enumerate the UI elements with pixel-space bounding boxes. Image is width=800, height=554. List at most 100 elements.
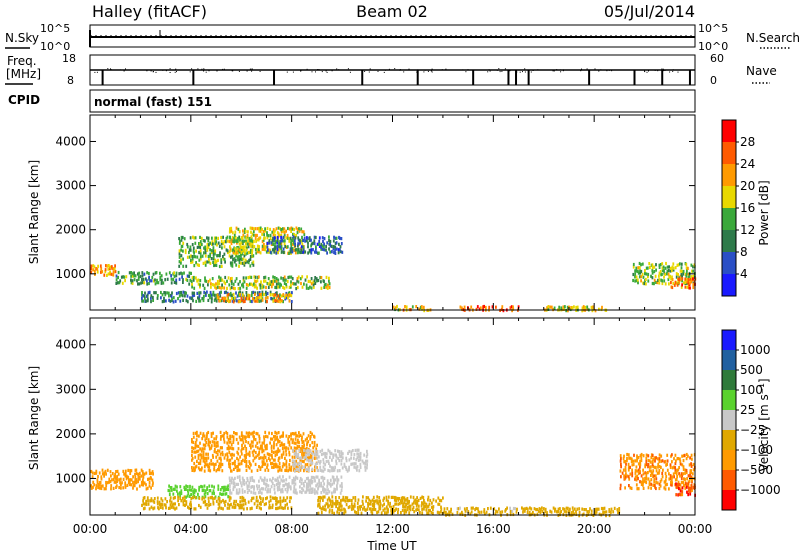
echo-cell: [202, 283, 205, 287]
echo-cell: [184, 294, 186, 298]
nave-dot: [125, 68, 126, 70]
nave-dot: [496, 69, 498, 71]
echo-cell: [319, 459, 322, 464]
nave-dot: [191, 68, 193, 70]
echo-cell: [206, 242, 209, 247]
echo-cell: [208, 462, 211, 466]
echo-cell: [645, 471, 648, 475]
echo-cell: [674, 280, 677, 284]
echo-cell: [293, 487, 296, 491]
echo-cell: [203, 465, 206, 469]
echo-cell: [655, 268, 657, 272]
echo-cell: [692, 282, 695, 287]
echo-cell: [307, 434, 310, 438]
echo-cell: [177, 297, 179, 301]
echo-cell: [252, 290, 255, 294]
echo-cell: [274, 438, 276, 442]
echo-cell: [369, 502, 372, 506]
nave-dot: [661, 68, 663, 70]
nave-dot: [259, 70, 261, 72]
echo-cell: [174, 299, 177, 303]
echo-cell: [671, 466, 674, 470]
echo-cell: [229, 434, 231, 438]
echo-cell: [296, 444, 299, 448]
echo-cell: [233, 249, 236, 253]
echo-cell: [175, 274, 178, 278]
echo-cell: [275, 506, 277, 511]
echo-cell: [170, 281, 173, 285]
echo-cell: [191, 466, 193, 470]
echo-cell: [322, 461, 325, 465]
colorbar-tick-label: 16: [740, 201, 755, 215]
power-colorbar-label: Power [dB]: [757, 180, 771, 245]
echo-cell: [271, 431, 273, 436]
echo-cell: [248, 453, 251, 458]
echo-cell: [235, 482, 238, 486]
echo-cell: [253, 456, 256, 460]
echo-cell: [600, 506, 603, 511]
echo-cell: [263, 453, 266, 457]
echo-cell: [625, 472, 627, 476]
echo-cell: [340, 488, 343, 492]
echo-cell: [325, 491, 327, 495]
echo-cell: [110, 487, 112, 491]
echo-cell: [285, 446, 288, 450]
echo-cell: [356, 452, 359, 456]
echo-cell: [156, 281, 158, 285]
echo-cell: [667, 268, 670, 273]
echo-cell: [421, 507, 423, 511]
echo-cell: [655, 263, 657, 267]
echo-cell: [605, 514, 607, 518]
echo-cell: [296, 491, 298, 495]
echo-cell: [140, 480, 143, 484]
echo-cell: [280, 276, 282, 280]
echo-cell: [253, 487, 255, 491]
echo-cell: [211, 250, 213, 255]
nave-dot: [501, 70, 503, 72]
echo-cell: [202, 459, 205, 463]
echo-cell: [350, 462, 353, 466]
echo-cell: [231, 248, 234, 252]
echo-cell: [237, 441, 240, 445]
echo-cell: [229, 236, 232, 240]
echo-cell: [146, 299, 149, 303]
echo-cell: [252, 263, 255, 267]
echo-cell: [192, 440, 195, 444]
echo-cell: [320, 245, 322, 249]
echo-cell: [251, 299, 253, 304]
echo-cell: [170, 274, 172, 278]
echo-cell: [647, 465, 649, 469]
echo-cell: [289, 250, 292, 254]
echo-cell: [689, 456, 691, 460]
echo-cell: [677, 263, 680, 267]
echo-cell: [687, 454, 689, 458]
echo-cell: [307, 488, 309, 492]
echo-cell: [328, 279, 330, 283]
echo-cell: [190, 488, 193, 492]
echo-cell: [530, 507, 533, 511]
echo-cell: [621, 471, 624, 475]
echo-cell: [324, 463, 327, 467]
echo-cell: [436, 510, 439, 514]
echo-cell: [563, 307, 566, 311]
echo-cell: [372, 502, 374, 506]
echo-cell: [345, 467, 348, 471]
echo-cell: [335, 455, 338, 459]
echo-cell: [426, 511, 428, 515]
echo-cell: [290, 229, 292, 233]
echo-cell: [286, 279, 289, 284]
echo-cell: [212, 497, 214, 501]
echo-cell: [238, 248, 241, 252]
echo-cell: [218, 291, 221, 295]
echo-cell: [150, 294, 153, 298]
echo-cell: [125, 275, 128, 279]
echo-cell: [261, 499, 264, 503]
echo-cell: [250, 275, 253, 279]
echo-cell: [303, 484, 305, 488]
echo-cell: [284, 297, 287, 301]
echo-cell: [322, 458, 325, 462]
echo-cell: [199, 453, 202, 457]
echo-cell: [251, 485, 254, 489]
nave-dot: [385, 69, 386, 71]
echo-cell: [319, 465, 322, 469]
